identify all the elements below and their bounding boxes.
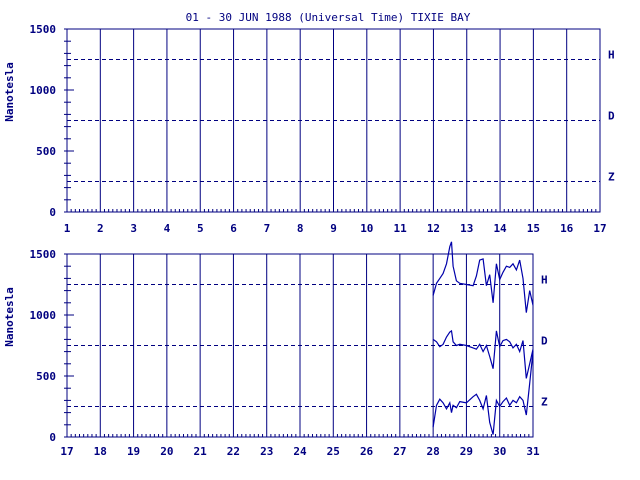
x-tick-label: 23 <box>260 445 273 458</box>
x-tick-label: 6 <box>230 222 237 235</box>
x-tick-label: 11 <box>394 222 408 235</box>
y-axis-label: Nanotesla <box>3 287 16 347</box>
x-tick-label: 30 <box>493 445 506 458</box>
y-tick-label: 1500 <box>30 248 57 261</box>
x-tick-label: 14 <box>493 222 507 235</box>
chart-title: 01 - 30 JUN 1988 (Universal Time) TIXIE … <box>186 11 471 24</box>
component-label-z: Z <box>608 171 615 184</box>
y-tick-label: 1000 <box>30 84 57 97</box>
x-tick-label: 25 <box>327 445 340 458</box>
component-label-h: H <box>541 274 548 287</box>
x-tick-label: 2 <box>97 222 104 235</box>
x-tick-label: 13 <box>460 222 473 235</box>
x-tick-label: 15 <box>527 222 540 235</box>
x-tick-label: 29 <box>460 445 473 458</box>
y-tick-label: 0 <box>49 206 56 219</box>
x-tick-label: 10 <box>360 222 373 235</box>
x-tick-label: 20 <box>160 445 173 458</box>
x-tick-label: 19 <box>127 445 140 458</box>
series-h-trace <box>432 241 534 313</box>
x-tick-label: 18 <box>94 445 107 458</box>
x-tick-label: 17 <box>60 445 73 458</box>
x-tick-label: 12 <box>427 222 440 235</box>
component-label-d: D <box>541 335 548 348</box>
x-tick-label: 28 <box>427 445 440 458</box>
x-tick-label: 9 <box>330 222 337 235</box>
series-d-trace <box>432 329 534 379</box>
y-tick-label: 1000 <box>30 309 57 322</box>
x-tick-label: 8 <box>297 222 304 235</box>
x-tick-label: 22 <box>227 445 240 458</box>
x-tick-label: 3 <box>130 222 137 235</box>
panel-2: 17 18 19 20 21 22 23 24 25 26 27 28 29 30 31 0 500 1000 15… <box>3 241 548 458</box>
y-tick-label: 500 <box>36 370 56 383</box>
x-tick-label: 4 <box>164 222 171 235</box>
panel-1: 1 2 3 4 5 6 7 8 9 10 11 12 13 14 15 16 17050010001500Nan… <box>3 23 615 235</box>
x-tick-label: 17 <box>593 222 606 235</box>
y-tick-label: 1500 <box>30 23 57 36</box>
x-tick-label: 16 <box>560 222 574 235</box>
series-z-trace <box>432 351 534 435</box>
y-tick-label: 0 <box>49 431 56 444</box>
component-label-d: D <box>608 110 615 123</box>
x-tick-label: 5 <box>197 222 204 235</box>
y-axis-label: Nanotesla <box>3 62 16 122</box>
x-tick-label: 26 <box>360 445 374 458</box>
component-label-z: Z <box>541 396 548 409</box>
x-tick-label: 7 <box>264 222 271 235</box>
x-tick-label: 27 <box>393 445 406 458</box>
component-label-h: H <box>608 49 615 62</box>
x-tick-label: 24 <box>293 445 307 458</box>
x-tick-label: 31 <box>526 445 540 458</box>
y-tick-label: 500 <box>36 145 56 158</box>
x-tick-label: 21 <box>194 445 208 458</box>
x-tick-label: 1 <box>64 222 71 235</box>
